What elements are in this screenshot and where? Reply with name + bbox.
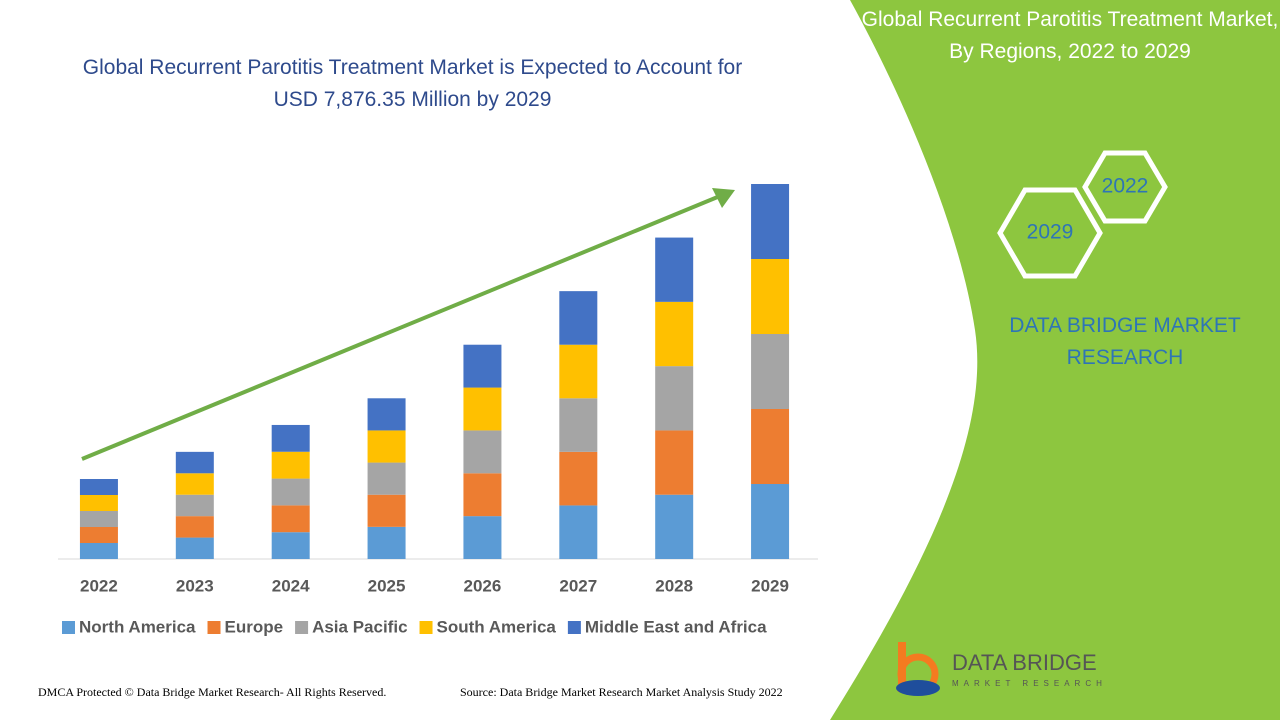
bar-segment xyxy=(559,291,598,345)
bar-segment xyxy=(463,430,502,474)
bar-segment xyxy=(175,516,214,538)
bar-segment xyxy=(655,301,694,367)
legend-swatch xyxy=(62,621,75,634)
x-tick-label: 2022 xyxy=(80,576,118,595)
side-panel xyxy=(830,0,1280,720)
legend-label: Asia Pacific xyxy=(312,617,407,636)
bar-segment xyxy=(463,473,502,517)
bar-segment xyxy=(655,494,694,559)
bar-segment xyxy=(751,259,790,334)
bar-segment xyxy=(559,505,598,559)
badge: 2022 xyxy=(1102,175,1149,198)
bar-segment xyxy=(79,511,118,527)
footer-right: Source: Data Bridge Market Research Mark… xyxy=(460,685,783,699)
x-tick-label: 2027 xyxy=(559,576,597,595)
bar-segment xyxy=(751,334,790,409)
bar-segment xyxy=(751,409,790,484)
hexagons xyxy=(997,150,1168,279)
bar-segment xyxy=(463,516,502,559)
bar-segment xyxy=(271,451,310,479)
x-tick-label: 2029 xyxy=(751,576,789,595)
chart-title: Global Recurrent Parotitis Treatment Mar… xyxy=(82,56,743,111)
bar-segment xyxy=(271,478,310,506)
bar-segment xyxy=(79,479,118,495)
bar-segment xyxy=(367,462,406,495)
legend-swatch xyxy=(207,621,221,634)
bar-segment xyxy=(655,430,694,495)
badge: 2029 xyxy=(1027,221,1074,244)
bar-segment xyxy=(367,526,406,559)
bars xyxy=(79,184,790,559)
panel-title: Global Recurrent Parotitis Treatment Mar… xyxy=(861,8,1279,63)
x-tick-label: 2026 xyxy=(464,576,502,595)
bar-segment xyxy=(751,484,790,559)
bar-segment xyxy=(79,527,118,543)
bar-segment xyxy=(367,494,406,527)
x-tick-label: 2028 xyxy=(655,576,693,595)
bar-segment xyxy=(175,473,214,495)
bar-segment xyxy=(463,344,502,388)
legend-label: South America xyxy=(437,617,557,636)
bar-segment xyxy=(271,532,310,559)
bar-segment xyxy=(79,543,118,559)
bar-segment xyxy=(79,495,118,511)
legend-swatch xyxy=(419,621,433,634)
x-tick-label: 2024 xyxy=(272,576,310,595)
bar-segment xyxy=(463,387,502,431)
trend-arrow-head xyxy=(712,188,735,208)
bar-segment xyxy=(175,494,214,517)
bar-segment xyxy=(367,398,406,431)
bar-segment xyxy=(271,424,310,452)
x-tick-label: 2023 xyxy=(176,576,214,595)
logo-tagline: MARKET RESEARCH xyxy=(952,679,1107,688)
bar-segment xyxy=(655,237,694,302)
legend-label: Europe xyxy=(225,617,284,636)
bar-segment xyxy=(559,398,598,452)
bar-segment xyxy=(271,505,310,533)
logo-mark xyxy=(896,642,940,696)
bar-segment xyxy=(175,451,214,474)
bar-segment xyxy=(655,366,694,431)
bar-segment xyxy=(559,344,598,399)
logo-name: DATA BRIDGE xyxy=(952,650,1097,675)
x-tick-label: 2025 xyxy=(368,576,406,595)
legend-label: North America xyxy=(79,617,196,636)
legend-swatch xyxy=(295,621,309,634)
bar-segment xyxy=(175,537,214,559)
bar-segment xyxy=(751,184,790,259)
legend-label: Middle East and Africa xyxy=(585,617,767,636)
brand: DATA BRIDGE MARKET RESEARCH xyxy=(1009,314,1241,369)
legend-swatch xyxy=(567,621,581,634)
bar-segment xyxy=(367,430,406,463)
bar-segment xyxy=(559,451,598,506)
footer-left: DMCA Protected © Data Bridge Market Rese… xyxy=(38,685,387,699)
trend-arrow xyxy=(81,194,721,461)
